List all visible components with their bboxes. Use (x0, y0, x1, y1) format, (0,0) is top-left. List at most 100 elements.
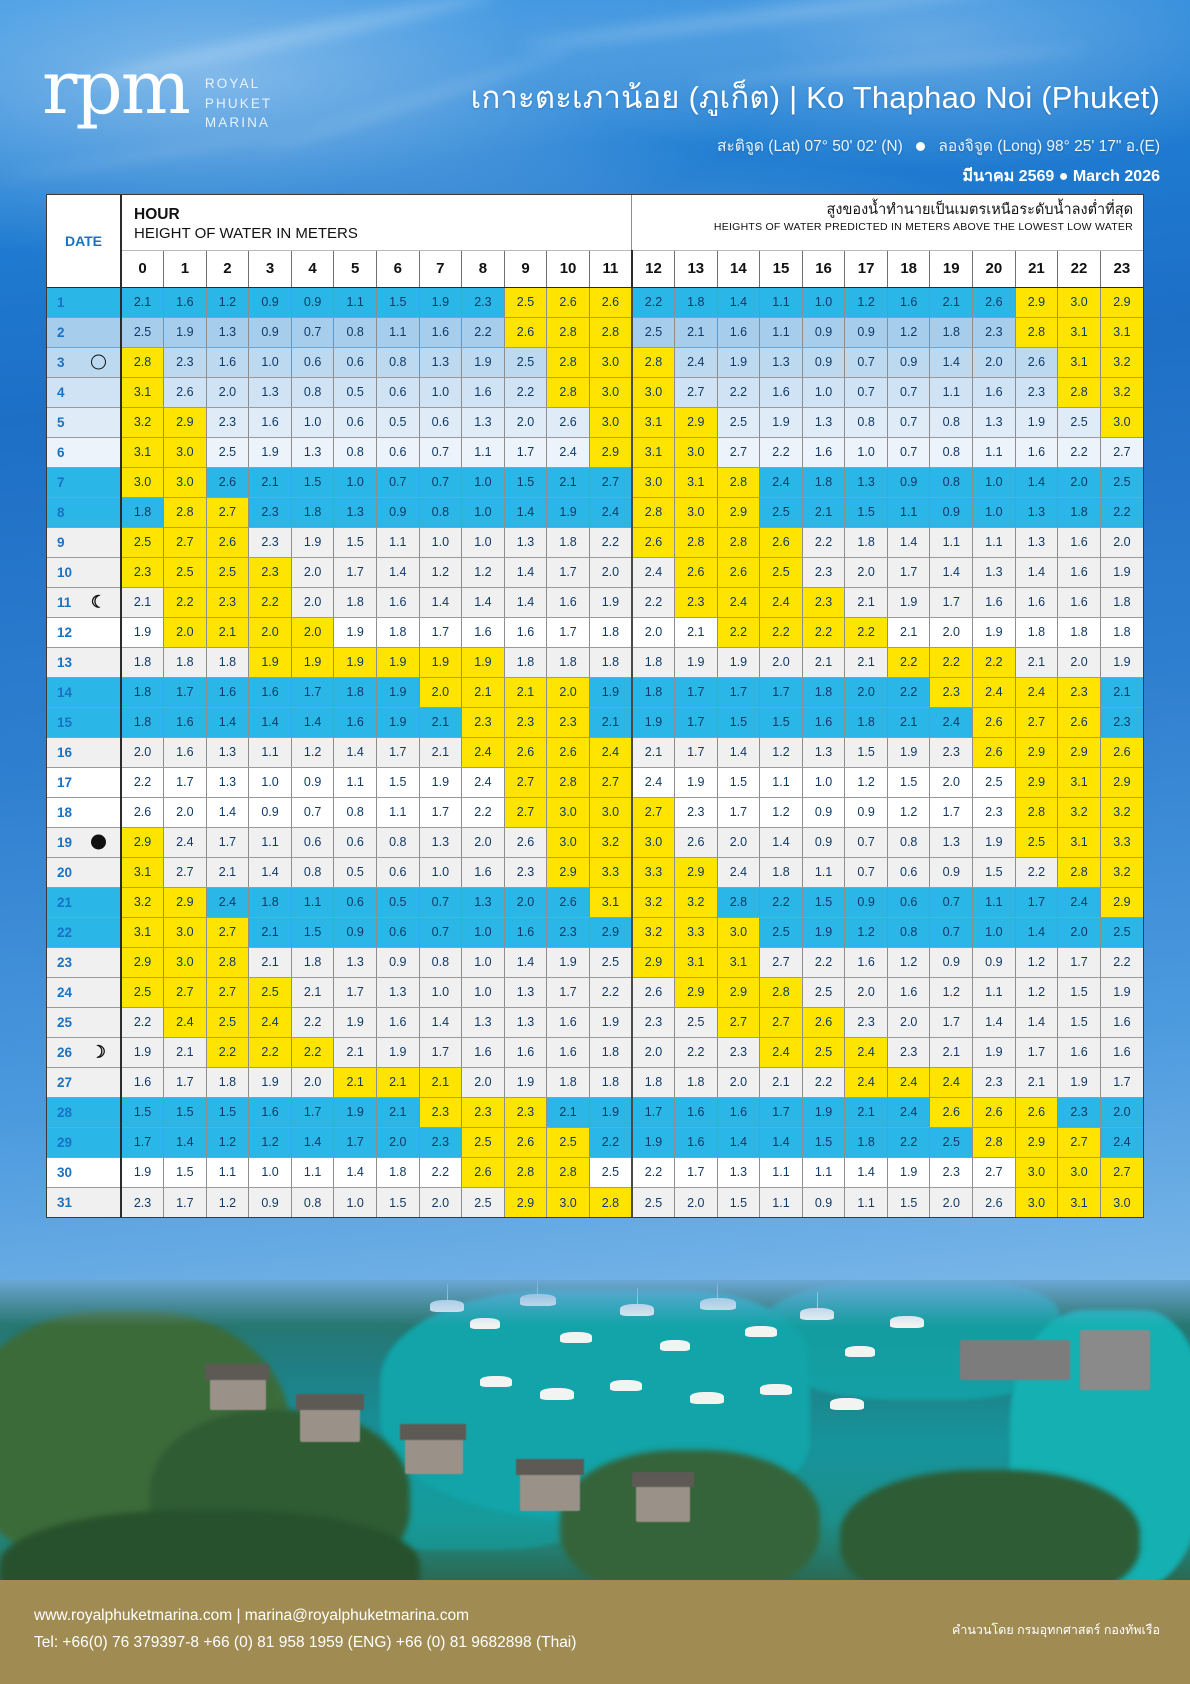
date-cell-21: 21 (47, 887, 122, 918)
tide-value-d11-h23: 1.8 (1100, 587, 1143, 618)
tide-value-d4-h8: 1.6 (461, 377, 505, 408)
tide-value-d19-h9: 2.6 (504, 827, 548, 858)
date-cell-25: 25 (47, 1007, 122, 1038)
first-quarter-moon-icon: ☽ (90, 1042, 106, 1062)
tide-value-d30-h5: 1.4 (333, 1157, 377, 1188)
tide-value-d15-h10: 2.3 (546, 707, 590, 738)
tide-value-d9-h16: 2.2 (802, 527, 846, 558)
tide-value-d20-h6: 0.6 (376, 857, 420, 888)
tide-value-d24-h23: 1.9 (1100, 977, 1143, 1008)
table-row: 30 1.9 1.5 1.1 1.0 1.1 1.4 1.8 2.2 2.6 2.8 2.8 2.5 2.… (47, 1157, 1143, 1188)
tide-value-d10-h6: 1.4 (376, 557, 420, 588)
tide-value-d1-h20: 2.6 (972, 287, 1016, 318)
tide-value-d28-h13: 1.6 (674, 1097, 718, 1128)
tide-value-d3-h18: 0.9 (887, 347, 931, 378)
tide-value-d4-h18: 0.7 (887, 377, 931, 408)
tide-value-d4-h15: 1.6 (759, 377, 803, 408)
marina-aerial-photo (0, 1280, 1190, 1580)
tide-value-d8-h22: 1.8 (1057, 497, 1101, 528)
tide-value-d10-h16: 2.3 (802, 557, 846, 588)
tide-value-d24-h6: 1.3 (376, 977, 420, 1008)
tide-value-d5-h15: 1.9 (759, 407, 803, 438)
table-row: 1 2.1 1.6 1.2 0.9 0.9 1.1 1.5 1.9 2.3 2.5 2.6 2.6 2.2… (47, 287, 1143, 318)
table-row: 23 2.9 3.0 2.8 2.1 1.8 1.3 0.9 0.8 1.0 1.4 1.9 2.5 2.… (47, 947, 1143, 978)
tide-value-d2-h23: 3.1 (1100, 317, 1143, 348)
tide-value-d15-h21: 2.7 (1015, 707, 1059, 738)
logo-line-phuket: PHUKET (204, 95, 273, 111)
hour-header-19: 19 (929, 250, 974, 288)
rpm-logo[interactable]: rpm ROYAL PHUKET MARINA (42, 45, 273, 133)
tide-value-d6-h16: 1.6 (802, 437, 846, 468)
tide-value-d29-h7: 2.3 (419, 1127, 463, 1158)
tide-value-d16-h12: 2.1 (631, 737, 676, 768)
tide-value-d2-h21: 2.8 (1015, 317, 1059, 348)
table-row: 29 1.7 1.4 1.2 1.2 1.4 1.7 2.0 2.3 2.5 2.6 2.5 2.2 1.… (47, 1127, 1143, 1158)
tide-value-d26-h17: 2.4 (844, 1037, 888, 1068)
tide-value-d26-h4: 2.2 (291, 1037, 335, 1068)
tide-value-d3-h9: 2.5 (504, 347, 548, 378)
footer-website-email[interactable]: www.royalphuketmarina.com | marina@royal… (34, 1607, 469, 1624)
tide-value-d19-h17: 0.7 (844, 827, 888, 858)
tide-value-d20-h5: 0.5 (333, 857, 377, 888)
tide-value-d13-h16: 2.1 (802, 647, 846, 678)
tide-value-d25-h6: 1.6 (376, 1007, 420, 1038)
footer-telephone[interactable]: Tel: +66(0) 76 379397-8 +66 (0) 81 958 1… (34, 1634, 577, 1652)
tide-value-d10-h4: 2.0 (291, 557, 335, 588)
tide-value-d20-h18: 0.6 (887, 857, 931, 888)
tide-value-d7-h22: 2.0 (1057, 467, 1101, 498)
tide-value-d3-h2: 1.6 (206, 347, 250, 378)
tide-value-d12-h14: 2.2 (717, 617, 761, 648)
tide-value-d19-h20: 1.9 (972, 827, 1016, 858)
tide-value-d24-h3: 2.5 (248, 977, 292, 1008)
logo-wordmark: rpm (42, 45, 191, 131)
tide-value-d10-h14: 2.6 (717, 557, 761, 588)
table-row: 15 1.8 1.6 1.4 1.4 1.4 1.6 1.9 2.1 2.3 2.3 2.3 2.1 1.… (47, 707, 1143, 738)
tide-value-d24-h8: 1.0 (461, 977, 505, 1008)
tide-value-d11-h1: 2.2 (163, 587, 207, 618)
tide-value-d10-h19: 1.4 (929, 557, 974, 588)
tide-value-d30-h20: 2.7 (972, 1157, 1016, 1188)
tide-value-d29-h14: 1.4 (717, 1127, 761, 1158)
tide-value-d12-h18: 2.1 (887, 617, 931, 648)
tide-value-d13-h17: 2.1 (844, 647, 888, 678)
tide-value-d5-h8: 1.3 (461, 407, 505, 438)
tide-value-d5-h18: 0.7 (887, 407, 931, 438)
table-row: 24 2.5 2.7 2.7 2.5 2.1 1.7 1.3 1.0 1.0 1.3 1.7 2.2 2.… (47, 977, 1143, 1008)
tide-value-d16-h11: 2.4 (589, 737, 633, 768)
table-row: 25 2.2 2.4 2.5 2.4 2.2 1.9 1.6 1.4 1.3 1.3 1.6 1.9 2.… (47, 1007, 1143, 1038)
tide-value-d7-h16: 1.8 (802, 467, 846, 498)
tide-value-d13-h4: 1.9 (291, 647, 335, 678)
photo-top-fade (0, 1280, 1190, 1326)
tide-value-d12-h7: 1.7 (419, 617, 463, 648)
tide-value-d20-h11: 3.3 (589, 857, 633, 888)
date-cell-30: 30 (47, 1157, 122, 1188)
tide-value-d21-h10: 2.6 (546, 887, 590, 918)
tide-value-d16-h8: 2.4 (461, 737, 505, 768)
tide-value-d25-h23: 1.6 (1100, 1007, 1143, 1038)
tide-value-d1-h1: 1.6 (163, 287, 207, 318)
tide-value-d10-h18: 1.7 (887, 557, 931, 588)
tide-value-d26-h23: 1.6 (1100, 1037, 1143, 1068)
tide-value-d16-h3: 1.1 (248, 737, 292, 768)
tide-value-d23-h12: 2.9 (631, 947, 676, 978)
tide-value-d18-h17: 0.9 (844, 797, 888, 828)
hour-header-1: 1 (163, 250, 207, 288)
tide-value-d19-h13: 2.6 (674, 827, 718, 858)
tide-value-d1-h5: 1.1 (333, 287, 377, 318)
tide-value-d5-h9: 2.0 (504, 407, 548, 438)
tide-value-d30-h22: 3.0 (1057, 1157, 1101, 1188)
tide-value-d13-h7: 1.9 (419, 647, 463, 678)
tide-value-d22-h6: 0.6 (376, 917, 420, 948)
tide-value-d22-h14: 3.0 (717, 917, 761, 948)
tide-value-d14-h2: 1.6 (206, 677, 250, 708)
tide-value-d26-h3: 2.2 (248, 1037, 292, 1068)
tide-value-d20-h1: 2.7 (163, 857, 207, 888)
tide-value-d31-h16: 0.9 (802, 1187, 846, 1218)
tide-value-d28-h4: 1.7 (291, 1097, 335, 1128)
table-row: 28 1.5 1.5 1.5 1.6 1.7 1.9 2.1 2.3 2.3 2.3 2.1 1.9 1.… (47, 1097, 1143, 1128)
tide-value-d1-h23: 2.9 (1100, 287, 1143, 318)
tide-value-d19-h5: 0.6 (333, 827, 377, 858)
tide-value-d29-h18: 2.2 (887, 1127, 931, 1158)
tide-value-d4-h16: 1.0 (802, 377, 846, 408)
tide-value-d8-h12: 2.8 (631, 497, 676, 528)
